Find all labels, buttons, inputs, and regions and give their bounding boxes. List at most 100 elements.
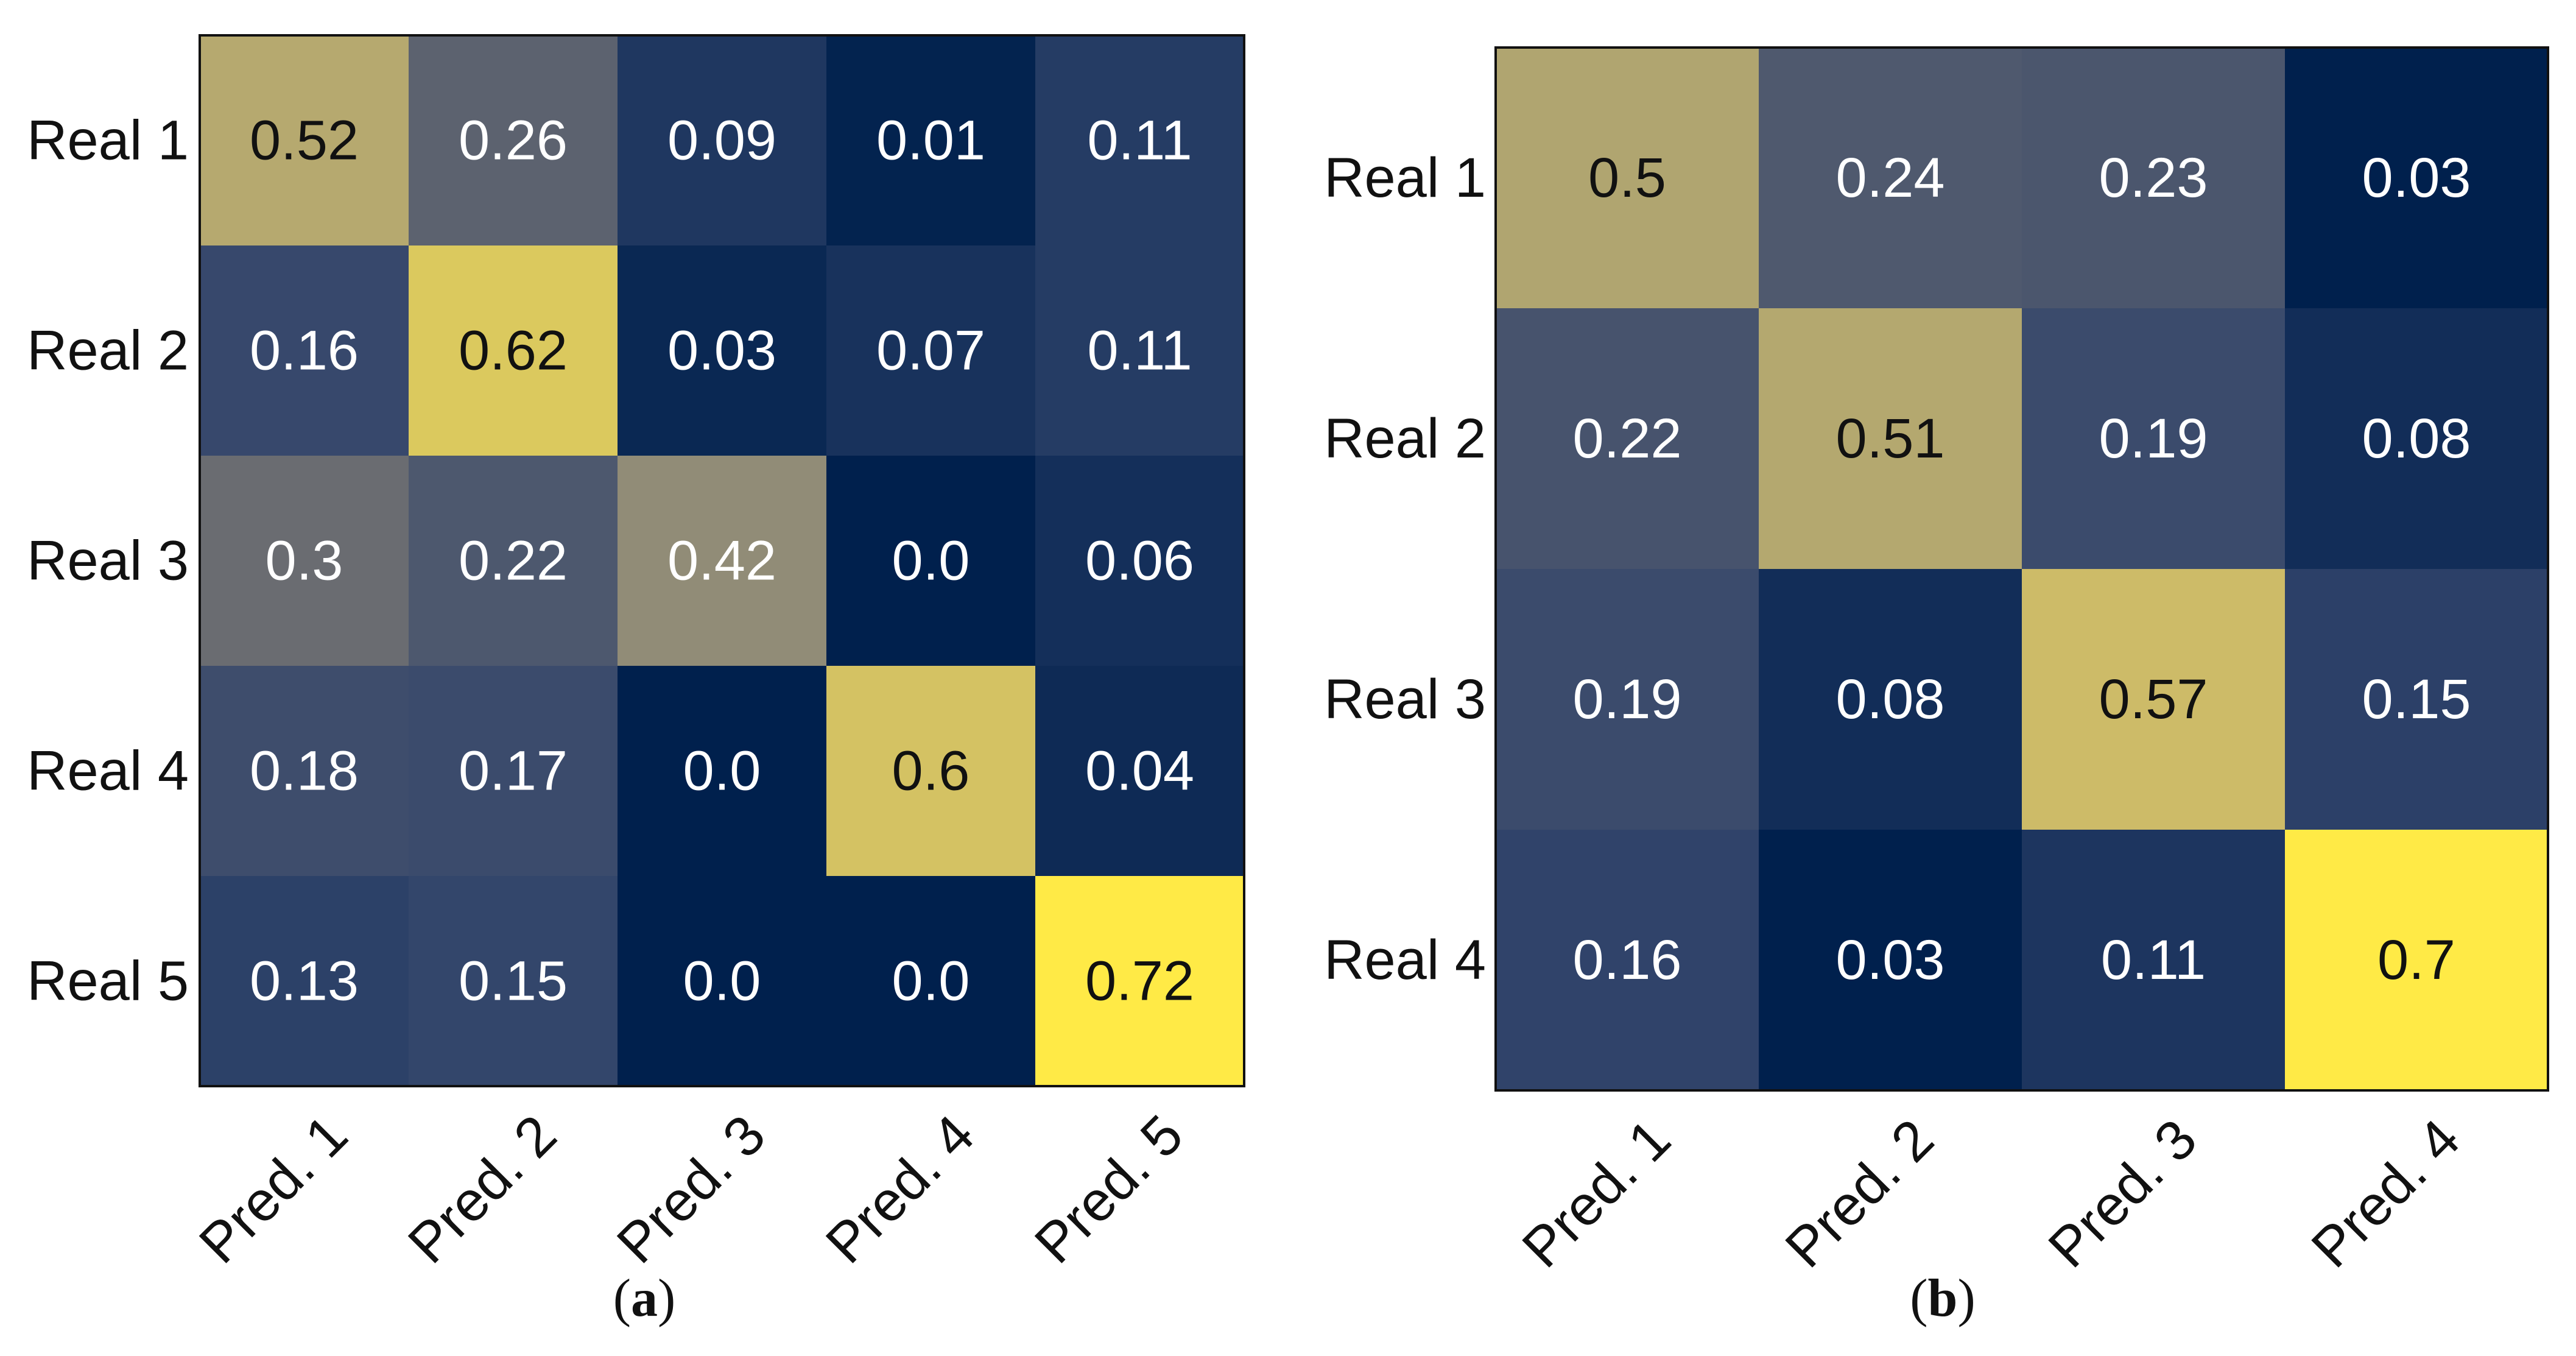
cell-value-label: 0.09 [667,110,776,172]
heatmap-cell [1759,308,2022,570]
cell-value-label: 0.24 [1835,147,1944,209]
heatmap-cell [409,456,618,666]
heatmap-cell [409,245,618,456]
cell-value-label: 0.03 [2362,147,2471,209]
cell-value-label: 0.23 [2099,147,2208,209]
heatmap-cell [2022,569,2286,830]
cell-value-label: 0.0 [892,950,970,1012]
cell-value-label: 0.06 [1085,530,1194,592]
heatmap-cell [618,456,827,666]
heatmap-cell [826,35,1036,246]
cell-value-label: 0.08 [2362,408,2471,470]
cell-value-label: 0.11 [1087,110,1192,172]
cell-value-label: 0.42 [667,530,776,592]
heatmap-cell [1035,456,1245,666]
cell-value-label: 0.15 [459,950,568,1012]
heatmap-cell [409,35,618,246]
x-tick-label: Pred. 3 [605,1103,777,1275]
cell-value-label: 0.52 [250,110,359,172]
cell-value-label: 0.72 [1085,950,1194,1012]
y-tick-label: Real 4 [27,740,189,802]
heatmap-cell [1035,876,1245,1087]
heatmap-cell [1496,830,1759,1091]
y-tick-label: Real 5 [27,950,189,1012]
cell-value-label: 0.3 [266,530,343,592]
cell-value-label: 0.0 [683,740,761,802]
heatmap-cell [2285,569,2549,830]
y-tick-label: Real 2 [1324,408,1486,470]
y-tick-label: Real 3 [27,530,189,592]
cell-value-label: 0.18 [250,740,359,802]
cell-value-label: 0.08 [1835,668,1944,730]
y-tick-label: Real 4 [1324,929,1486,991]
heatmap-cell [826,456,1036,666]
cell-value-label: 0.11 [1087,320,1192,382]
cell-value-label: 0.22 [459,530,568,592]
x-tick-label: Pred. 4 [2300,1107,2472,1279]
heatmap-cell [2285,48,2549,309]
cell-value-label: 0.03 [1835,929,1944,991]
cell-value-label: 0.15 [2362,668,2471,730]
heatmap-cell [1035,666,1245,877]
heatmap-cell [200,456,409,666]
cell-value-label: 0.07 [876,320,985,382]
y-tick-label: Real 3 [1324,668,1486,730]
cell-value-label: 0.7 [2377,929,2455,991]
cell-value-label: 0.6 [892,740,970,802]
cell-value-label: 0.62 [459,320,568,382]
heatmap-cell [200,245,409,456]
heatmap-cell [618,35,827,246]
heatmap-cell [409,876,618,1087]
cell-value-label: 0.19 [2099,408,2208,470]
heatmap-panel-b: 0.5 0.24 0.23 0.03 0.22 0.51 0.19 0.08 0.19 0.08 0… [1324,46,2549,1328]
heatmap-cell [2022,308,2286,570]
cell-value-label: 0.5 [1588,147,1666,209]
cell-value-label: 0.01 [876,110,985,172]
heatmap-cell [200,35,409,246]
x-tick-label: Pred. 4 [814,1103,986,1275]
heatmap-frame [199,34,1245,1087]
cell-value-label: 0.11 [2101,929,2206,991]
x-tick-label: Pred. 1 [1511,1107,1683,1279]
x-tick-label: Pred. 2 [396,1103,568,1275]
cell-value-label: 0.17 [459,740,568,802]
heatmap-cell [1035,35,1245,246]
heatmap-cell [1759,569,2022,830]
x-tick-label: Pred. 3 [2037,1107,2209,1279]
cell-value-label: 0.16 [250,320,359,382]
heatmap-cell [826,876,1036,1087]
heatmap-cell [1496,48,1759,309]
heatmap-cell [826,666,1036,877]
cell-value-label: 0.13 [250,950,359,1012]
heatmap-cell [409,666,618,877]
panel-caption-letter: a [631,1269,658,1328]
cell-value-label: 0.03 [667,320,776,382]
y-tick-label: Real 1 [1324,147,1486,209]
heatmap-cell [200,666,409,877]
cell-value-label: 0.0 [683,950,761,1012]
x-tick-label: Pred. 2 [1774,1107,1946,1279]
cell-value-label: 0.19 [1572,668,1681,730]
panel-caption: (b) [1910,1269,1976,1328]
heatmap-cell [826,245,1036,456]
heatmap-cell [2285,308,2549,570]
heatmap-cell [2022,830,2286,1091]
heatmap-frame [1494,46,2549,1092]
heatmap-cell [1496,569,1759,830]
cell-value-label: 0.16 [1572,929,1681,991]
x-tick-label: Pred. 5 [1023,1103,1195,1275]
heatmap-cell [618,666,827,877]
heatmap-cell [618,245,827,456]
heatmap-panel-a: 0.52 0.26 0.09 0.01 0.11 0.16 0.62 0.03 0.07 0.11… [27,34,1245,1328]
cell-value-label: 0.51 [1835,408,1944,470]
heatmap-cell [200,876,409,1087]
cell-value-label: 0.22 [1572,408,1681,470]
heatmap-cell [2022,48,2286,309]
panel-caption-letter: b [1928,1269,1958,1328]
x-tick-label: Pred. 1 [188,1103,359,1275]
heatmap-cell [1759,48,2022,309]
heatmap-cell [618,876,827,1087]
cell-value-label: 0.57 [2099,668,2208,730]
heatmap-cell [1496,308,1759,570]
